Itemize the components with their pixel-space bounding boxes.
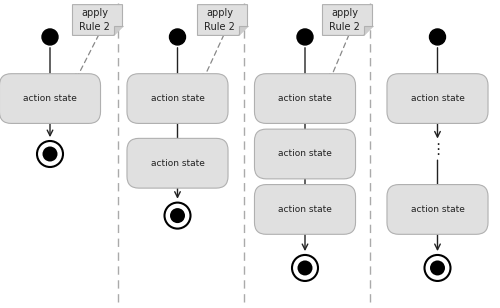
Polygon shape xyxy=(238,26,248,35)
Text: action state: action state xyxy=(410,205,465,214)
Text: apply
Rule 2: apply Rule 2 xyxy=(330,8,360,32)
Circle shape xyxy=(298,261,312,275)
Circle shape xyxy=(37,141,63,167)
FancyBboxPatch shape xyxy=(127,138,228,188)
Circle shape xyxy=(424,255,450,281)
Polygon shape xyxy=(364,26,372,35)
Text: action state: action state xyxy=(410,94,465,103)
Text: ⋮: ⋮ xyxy=(430,142,445,157)
Polygon shape xyxy=(72,5,122,35)
Polygon shape xyxy=(198,5,248,35)
Text: action state: action state xyxy=(150,94,204,103)
FancyBboxPatch shape xyxy=(254,129,356,179)
Polygon shape xyxy=(322,5,372,35)
Circle shape xyxy=(170,29,186,45)
Text: action state: action state xyxy=(150,159,204,168)
Text: action state: action state xyxy=(278,149,332,159)
Text: action state: action state xyxy=(23,94,77,103)
Text: apply
Rule 2: apply Rule 2 xyxy=(204,8,235,32)
FancyBboxPatch shape xyxy=(254,184,356,234)
Circle shape xyxy=(430,29,446,45)
FancyBboxPatch shape xyxy=(254,74,356,124)
FancyBboxPatch shape xyxy=(0,74,100,124)
FancyBboxPatch shape xyxy=(387,74,488,124)
Text: apply
Rule 2: apply Rule 2 xyxy=(80,8,110,32)
Circle shape xyxy=(297,29,313,45)
FancyBboxPatch shape xyxy=(387,184,488,234)
Circle shape xyxy=(170,208,185,223)
FancyBboxPatch shape xyxy=(127,74,228,124)
Text: action state: action state xyxy=(278,94,332,103)
Circle shape xyxy=(42,147,58,161)
Circle shape xyxy=(42,29,58,45)
Circle shape xyxy=(430,261,445,275)
Circle shape xyxy=(292,255,318,281)
Circle shape xyxy=(164,203,190,229)
Text: action state: action state xyxy=(278,205,332,214)
Polygon shape xyxy=(114,26,122,35)
